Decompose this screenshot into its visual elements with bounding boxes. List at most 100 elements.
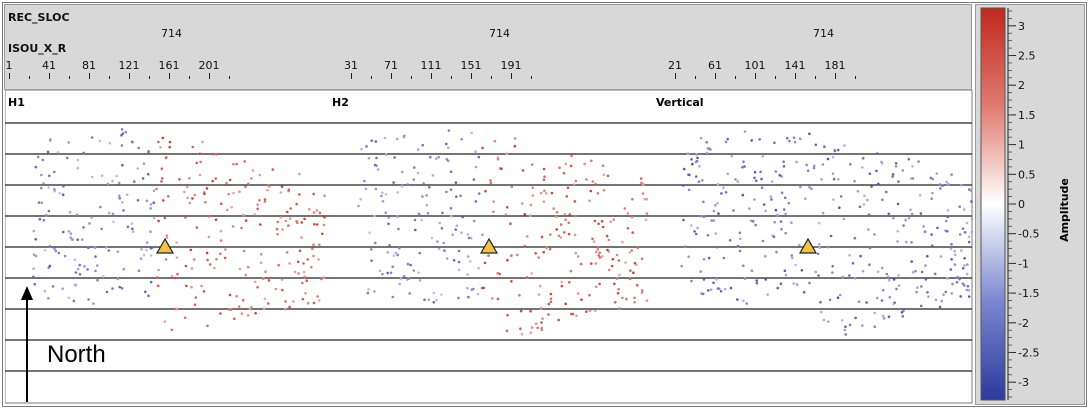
data-point: [402, 274, 406, 278]
data-point: [120, 128, 124, 131]
data-point: [52, 247, 56, 250]
data-point: [140, 248, 143, 251]
data-point: [946, 208, 950, 212]
data-point: [755, 279, 758, 282]
data-point: [569, 269, 573, 273]
data-point: [633, 301, 636, 304]
data-point: [303, 275, 306, 278]
data-point: [592, 240, 596, 243]
data-point: [701, 179, 704, 182]
data-point: [47, 297, 50, 300]
data-point: [851, 261, 855, 265]
data-point: [74, 271, 78, 274]
data-point: [214, 177, 217, 180]
data-point: [242, 249, 246, 253]
data-point: [406, 183, 409, 186]
data-point: [580, 298, 583, 301]
data-point: [726, 172, 730, 176]
data-point: [381, 272, 384, 276]
data-point: [288, 262, 291, 265]
data-point: [829, 234, 833, 238]
data-point: [81, 238, 84, 241]
data-point: [783, 196, 787, 200]
data-point: [518, 294, 521, 297]
data-point: [142, 253, 146, 257]
data-point: [894, 165, 898, 168]
data-point: [570, 154, 573, 158]
data-point: [280, 278, 284, 281]
data-point: [572, 183, 576, 187]
data-point: [295, 220, 298, 223]
data-point: [891, 175, 894, 178]
data-point: [76, 166, 80, 170]
data-point: [380, 194, 383, 198]
data-point: [601, 255, 604, 258]
data-point: [838, 206, 841, 209]
data-point: [534, 252, 537, 255]
data-point: [547, 302, 551, 306]
data-point: [170, 274, 174, 278]
data-point: [967, 289, 971, 292]
data-point: [631, 197, 634, 201]
data-point: [821, 211, 825, 215]
data-point: [72, 299, 76, 303]
data-point: [301, 297, 305, 301]
data-point: [799, 185, 802, 189]
data-point: [748, 207, 751, 210]
data-point: [275, 227, 279, 231]
data-point: [432, 301, 436, 304]
data-point: [882, 317, 886, 320]
data-point: [866, 198, 869, 202]
data-point: [176, 272, 179, 276]
data-point: [616, 291, 620, 295]
data-point: [750, 139, 753, 142]
data-point: [601, 164, 605, 167]
data-point: [149, 254, 153, 257]
data-point: [643, 198, 646, 201]
data-point: [432, 291, 436, 295]
data-point: [529, 214, 532, 217]
data-point: [965, 221, 969, 225]
data-point: [953, 263, 957, 266]
header-tick-label: 191: [500, 59, 522, 72]
data-point: [378, 269, 382, 273]
data-point: [961, 227, 965, 230]
data-point: [880, 299, 884, 302]
data-point: [831, 264, 834, 268]
data-point: [897, 274, 900, 277]
data-point: [738, 231, 742, 235]
header-minor-tick: [411, 76, 412, 79]
data-point: [259, 261, 263, 265]
data-point: [78, 263, 81, 267]
data-point: [910, 212, 914, 216]
data-point: [923, 230, 927, 233]
colorbar-label: Amplitude: [1058, 178, 1071, 242]
data-point: [947, 183, 950, 186]
data-point: [832, 177, 836, 181]
data-point: [958, 278, 961, 281]
data-point: [53, 170, 56, 174]
colorbar-tick-label: -1: [1018, 257, 1029, 270]
data-point: [870, 185, 873, 188]
data-point: [513, 137, 517, 140]
data-point: [605, 234, 609, 238]
data-point: [523, 213, 527, 216]
header-tick-mark: [9, 73, 10, 79]
data-point: [722, 186, 725, 189]
data-point: [168, 140, 172, 144]
data-point: [562, 231, 566, 234]
data-point: [955, 281, 959, 284]
data-point: [71, 238, 74, 241]
data-point: [542, 200, 546, 203]
data-point: [911, 271, 915, 274]
data-point: [545, 246, 548, 249]
data-point: [219, 252, 222, 256]
data-point: [557, 318, 560, 322]
data-point: [544, 191, 548, 195]
data-point: [276, 220, 280, 224]
data-point: [230, 205, 233, 209]
data-point: [254, 280, 257, 284]
colorbar-tick-label: 1: [1018, 139, 1025, 152]
data-point: [445, 257, 449, 260]
header-tick-label: 21: [668, 59, 682, 72]
